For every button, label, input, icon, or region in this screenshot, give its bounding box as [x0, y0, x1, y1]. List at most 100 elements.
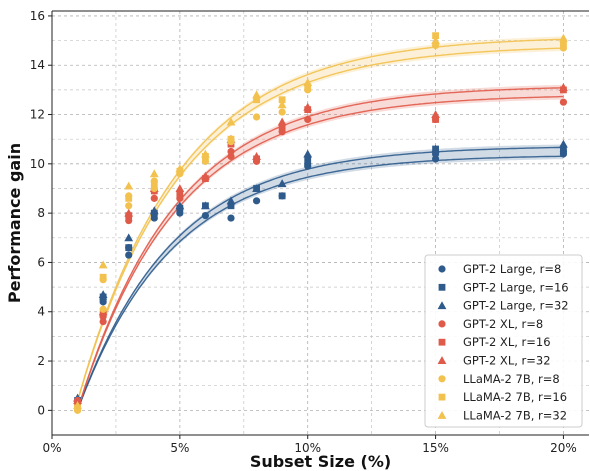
y-tick-label: 0 [37, 403, 45, 417]
legend-marker [437, 411, 447, 419]
data-point [560, 39, 567, 47]
data-point [559, 98, 568, 106]
data-point [559, 139, 568, 148]
data-point [227, 147, 235, 156]
y-tick-label: 6 [37, 255, 45, 269]
data-point [278, 123, 286, 131]
legend-entry: LLaMA-2 7B, r=16 [463, 390, 567, 404]
data-point [278, 192, 286, 200]
legend-entry: GPT-2 Large, r=8 [463, 262, 561, 276]
data-point [227, 152, 235, 161]
data-point [278, 108, 286, 116]
y-tick-label: 16 [30, 9, 45, 23]
y-tick-label: 8 [37, 206, 45, 220]
data-point [304, 115, 312, 124]
fit-curve-llama2_7b [74, 38, 564, 411]
legend-marker [437, 301, 447, 310]
fit-curve-gpt2_xl [76, 87, 564, 411]
data-point [125, 244, 133, 252]
data-point [431, 155, 440, 163]
fit-curves [74, 38, 564, 411]
data-point [125, 202, 133, 210]
data-point [99, 318, 107, 326]
data-point [560, 145, 567, 153]
data-point [304, 84, 312, 91]
legend-marker [438, 338, 446, 346]
y-tick-label: 4 [37, 305, 45, 319]
data-point [432, 116, 439, 123]
data-point [227, 202, 235, 210]
data-point [176, 190, 184, 197]
axes [48, 10, 589, 439]
data-point [175, 184, 185, 193]
data-point [175, 164, 185, 173]
data-point [227, 214, 235, 222]
data-point [99, 305, 107, 313]
legend-box [424, 254, 583, 428]
data-point [125, 194, 133, 202]
y-axis-title: Performance gain [5, 143, 24, 303]
data-point [227, 135, 235, 143]
data-point [252, 197, 261, 205]
legend-entry: LLaMA-2 7B, r=32 [463, 408, 567, 422]
legend-entry: LLaMA-2 7B, r=8 [463, 372, 560, 386]
data-point [125, 251, 133, 259]
data-point [98, 290, 108, 299]
x-tick-label: 15% [422, 441, 449, 455]
data-point [303, 102, 313, 111]
x-axis-title: Subset Size (%) [250, 452, 391, 471]
data-point [252, 184, 261, 193]
data-point [201, 201, 210, 210]
data-point [252, 152, 261, 160]
data-point [201, 212, 210, 220]
legend-marker [438, 375, 446, 383]
data-point [73, 401, 82, 409]
data-point [252, 113, 261, 121]
legend-marker [438, 320, 446, 328]
data-point [303, 149, 313, 158]
x-tick-label: 20% [550, 441, 577, 455]
data-point [124, 208, 134, 217]
x-tick-label: 0% [42, 441, 61, 455]
data-point [277, 117, 287, 126]
data-points [73, 32, 568, 414]
legend-marker [438, 265, 446, 273]
data-point [150, 180, 158, 187]
fit-curve-gpt2_large [76, 155, 564, 411]
data-point [149, 206, 159, 215]
data-point [431, 36, 440, 45]
fit-curve-gpt2_xl [76, 95, 564, 411]
y-tick-label: 14 [30, 58, 45, 72]
legend-entry: GPT-2 Large, r=32 [463, 299, 569, 313]
data-point [201, 149, 210, 158]
data-point [226, 117, 236, 126]
y-tick-label: 2 [37, 354, 45, 368]
data-point [431, 110, 440, 119]
data-point [175, 201, 185, 210]
x-tick-label: 10% [294, 441, 321, 455]
legend-entry: GPT-2 XL, r=16 [463, 335, 551, 349]
legend-entry: GPT-2 XL, r=8 [463, 317, 543, 331]
data-point [201, 171, 210, 180]
data-point [124, 181, 134, 190]
data-point [432, 32, 439, 40]
legend-marker [438, 393, 446, 401]
data-point [226, 196, 236, 205]
data-point [278, 96, 286, 104]
data-point [150, 194, 158, 202]
data-point [559, 83, 568, 91]
y-tick-label: 12 [30, 108, 45, 122]
data-point [98, 260, 108, 269]
data-point [277, 179, 287, 188]
legend-entry: GPT-2 XL, r=32 [463, 354, 551, 368]
legend-marker [437, 356, 447, 365]
x-tick-label: 5% [170, 441, 189, 455]
data-point [304, 155, 312, 163]
tick-labels: 0% 5% 10% 15% 20% 0 2 4 6 8 10 12 14 16 [30, 9, 577, 455]
legend-marker [438, 283, 446, 291]
data-point [559, 33, 568, 42]
data-point [149, 169, 159, 178]
data-point [253, 96, 260, 104]
data-point [431, 144, 440, 153]
